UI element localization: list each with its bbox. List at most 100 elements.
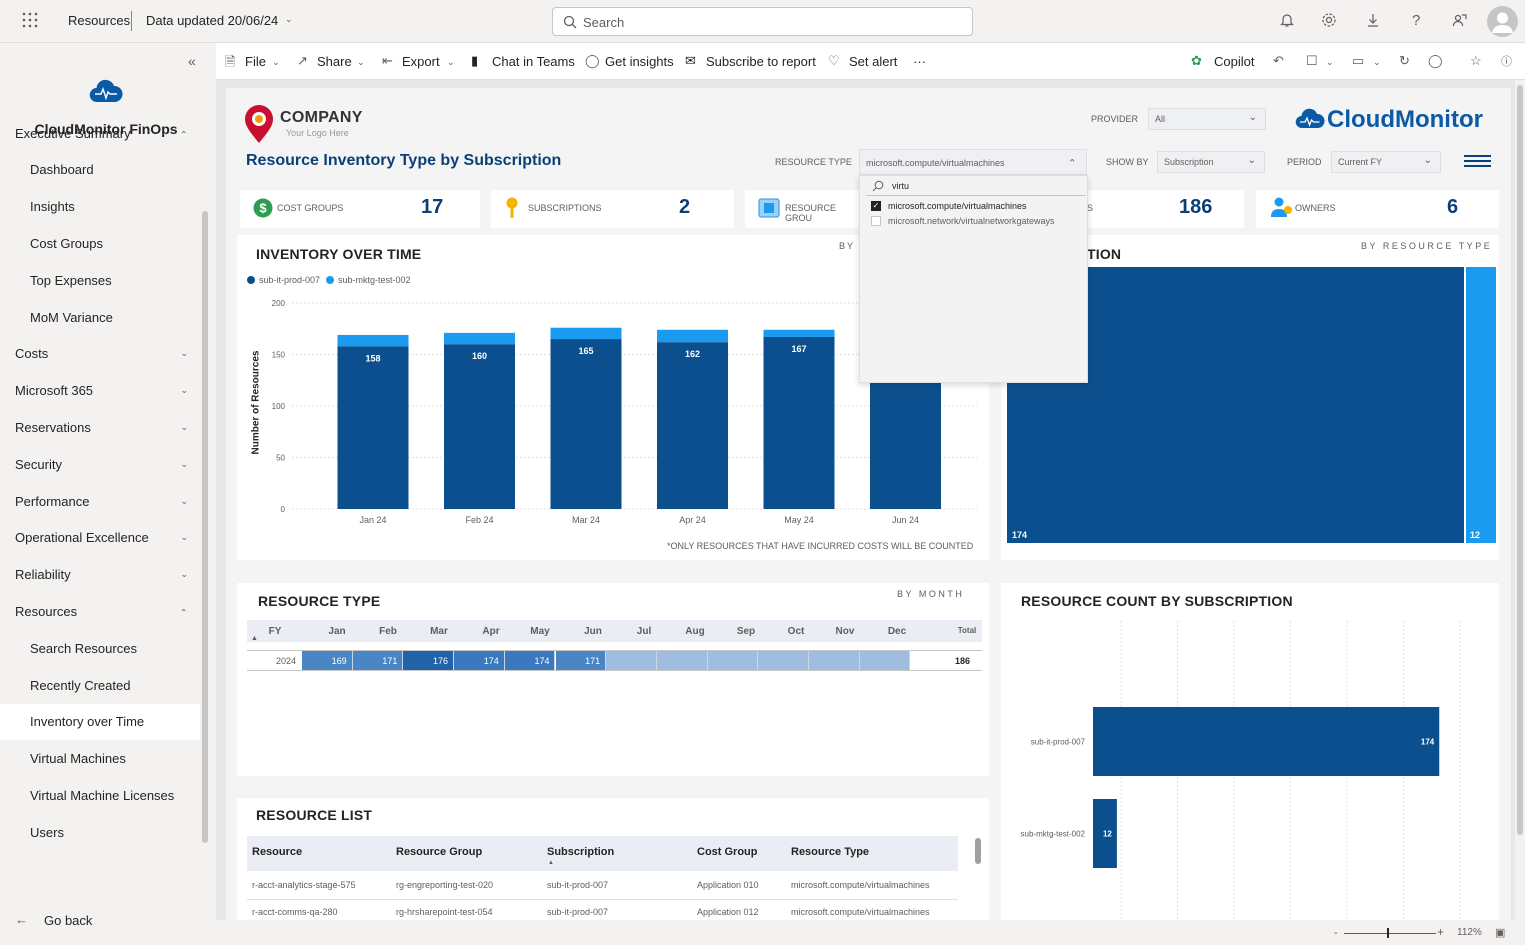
settings-gear-icon[interactable] [1321, 12, 1337, 32]
chevron-down-icon[interactable]: ⌄ [1326, 57, 1334, 67]
sidebar-item-performance[interactable]: Performance ⌄ [0, 483, 200, 519]
share-menu[interactable]: Share [317, 54, 352, 69]
chevron-down-icon[interactable]: ⌄ [272, 57, 280, 67]
sidebar-item-dashboard[interactable]: Dashboard [0, 152, 200, 188]
sidebar-item-users[interactable]: Users [0, 814, 200, 850]
breadcrumb[interactable]: Resources [68, 13, 131, 28]
dropdown-option[interactable]: microsoft.compute/virtualmachines [888, 201, 1027, 211]
favorite-star-icon[interactable]: ☆ [1470, 53, 1482, 68]
go-back-link[interactable]: Go back [44, 913, 93, 928]
table-cell[interactable]: rg-hrsharepoint-test-054 [396, 907, 493, 917]
search-input[interactable]: Search [552, 7, 973, 36]
sidebar-item-executive-summary[interactable]: Executive Summary ⌄ [0, 115, 200, 151]
bar-segment-sub-it-prod-007[interactable] [550, 339, 622, 509]
info-icon[interactable]: ⓘ [1501, 56, 1512, 68]
zoom-slider[interactable] [1344, 933, 1436, 934]
matrix-cell[interactable]: 171 [555, 651, 607, 670]
view-icon[interactable]: ▭ [1352, 53, 1365, 68]
sidebar-item-virtual-machine-licenses[interactable]: Virtual Machine Licenses [0, 777, 200, 813]
show-by-slicer[interactable]: Subscription ⌄ [1157, 151, 1265, 173]
matrix-cell[interactable] [758, 651, 809, 670]
chevron-down-icon[interactable]: ⌄ [180, 421, 188, 432]
user-avatar[interactable] [1487, 6, 1518, 37]
column-header[interactable]: Subscription [547, 846, 615, 858]
sidebar-item-top-expenses[interactable]: Top Expenses [0, 262, 200, 298]
table-cell[interactable]: sub-it-prod-007 [547, 880, 609, 890]
matrix-cell[interactable]: 176 [403, 651, 455, 670]
matrix-header-cell[interactable]: Dec [887, 626, 907, 637]
sidebar-item-recently-created[interactable]: Recently Created [0, 667, 200, 703]
matrix-header-cell[interactable]: Nov [835, 626, 855, 637]
sort-ascending-icon[interactable]: ▲ [251, 635, 258, 642]
chevron-down-icon[interactable]: ⌄ [180, 385, 188, 396]
bar-segment-sub-it-prod-007[interactable] [657, 342, 728, 509]
chevron-down-icon[interactable]: ⌄ [447, 57, 455, 67]
chevron-down-icon[interactable]: ⌄ [180, 532, 188, 543]
chat-in-teams-button[interactable]: Chat in Teams [492, 54, 575, 69]
app-launcher-icon[interactable] [22, 12, 40, 30]
table-cell[interactable]: microsoft.compute/virtualmachines [791, 880, 930, 890]
matrix-cell[interactable] [809, 651, 860, 670]
get-insights-button[interactable]: Get insights [605, 54, 674, 69]
matrix-header-cell[interactable]: Oct [787, 626, 805, 637]
chevron-down-icon[interactable]: ⌄ [180, 348, 188, 359]
matrix-header-cell[interactable]: Aug [685, 626, 705, 637]
chevron-up-icon[interactable]: ⌄ [180, 606, 188, 617]
sidebar-item-microsoft-365[interactable]: Microsoft 365 ⌄ [0, 373, 200, 409]
matrix-header-cell[interactable]: Total [957, 626, 977, 635]
bar-segment-sub-it-prod-007[interactable] [444, 344, 515, 509]
chevron-down-icon[interactable]: ⌄ [180, 458, 188, 469]
matrix-header-cell[interactable]: Apr [482, 626, 500, 637]
chevron-down-icon[interactable]: ⌄ [357, 57, 365, 67]
matrix-row[interactable] [247, 650, 982, 671]
provider-slicer[interactable]: All ⌄ [1148, 108, 1266, 130]
matrix-header-cell[interactable]: Jul [636, 626, 652, 637]
chevron-down-icon[interactable]: ⌄ [1373, 57, 1381, 67]
undo-icon[interactable]: ↶ [1273, 53, 1284, 68]
matrix-cell[interactable] [656, 651, 708, 670]
bookmark-icon[interactable]: ☐ [1306, 53, 1318, 68]
chevron-down-icon[interactable]: ⌄ [285, 14, 293, 24]
comment-icon[interactable]: ◯ [1428, 53, 1443, 68]
canvas-scrollbar[interactable] [1517, 85, 1523, 835]
matrix-cell[interactable]: 171 [352, 651, 404, 670]
matrix-header-cell[interactable]: Mar [430, 626, 448, 637]
export-menu[interactable]: Export [402, 54, 440, 69]
matrix-header-cell[interactable]: FY [268, 626, 282, 637]
matrix-cell[interactable]: 174 [454, 651, 505, 670]
sidebar-item-virtual-machines[interactable]: Virtual Machines [0, 741, 200, 777]
sidebar-item-inventory-over-time[interactable]: Inventory over Time [0, 703, 200, 740]
sort-ascending-icon[interactable]: ▲ [548, 860, 554, 866]
bar-segment-sub-mktg-test-002[interactable] [657, 329, 728, 343]
checkbox-unchecked[interactable] [871, 216, 881, 226]
column-header[interactable]: Resource Type [791, 846, 870, 858]
table-cell[interactable]: Application 012 [697, 907, 759, 917]
sidebar-item-reliability[interactable]: Reliability ⌄ [0, 557, 200, 593]
bar-sub-mktg-test-002[interactable] [1093, 799, 1117, 868]
column-header[interactable]: Cost Group [697, 846, 758, 858]
bar-sub-it-prod-007[interactable] [1093, 707, 1440, 776]
resource-type-slicer[interactable]: microsoft.compute/virtualmachines ⌄ [859, 149, 1087, 175]
file-menu[interactable]: File [245, 54, 266, 69]
bar-segment-sub-mktg-test-002[interactable] [444, 332, 515, 345]
dropdown-search-input[interactable]: virtu [892, 181, 910, 191]
table-cell[interactable]: rg-engreporting-test-020 [396, 880, 494, 890]
subscribe-button[interactable]: Subscribe to report [706, 54, 816, 69]
fit-to-page-icon[interactable]: ▣ [1495, 927, 1506, 939]
sidebar-item-search-resources[interactable]: Search Resources [0, 630, 200, 666]
sidebar-item-cost-groups[interactable]: Cost Groups [0, 225, 200, 261]
matrix-cell[interactable] [606, 651, 657, 670]
dropdown-option[interactable]: microsoft.network/virtualnetworkgateways [888, 216, 1055, 226]
resource-list-scrollbar[interactable] [975, 838, 981, 864]
matrix-header-cell[interactable]: Jun [584, 626, 602, 637]
bar-segment-sub-mktg-test-002[interactable] [550, 327, 622, 340]
collapse-sidebar-icon[interactable]: « [188, 53, 196, 69]
zoom-slider-thumb[interactable] [1387, 928, 1389, 938]
table-cell[interactable]: sub-it-prod-007 [547, 907, 609, 917]
refresh-icon[interactable]: ↻ [1399, 53, 1410, 68]
sidebar-item-operational-excellence[interactable]: Operational Excellence ⌄ [0, 520, 200, 556]
sidebar-item-costs[interactable]: Costs ⌄ [0, 336, 200, 372]
set-alert-button[interactable]: Set alert [849, 54, 898, 69]
matrix-header-cell[interactable]: Jan [328, 626, 346, 637]
column-header[interactable]: Resource Group [396, 846, 483, 858]
